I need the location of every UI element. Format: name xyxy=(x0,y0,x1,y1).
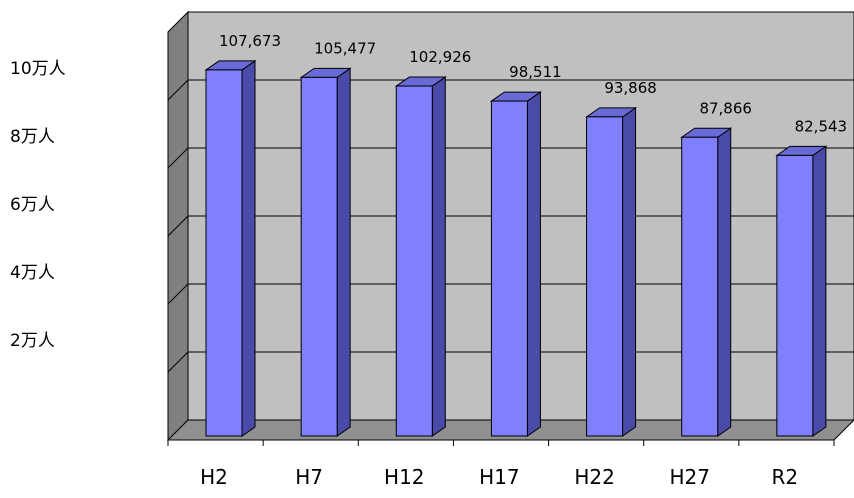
value-label: 102,926 xyxy=(409,48,471,66)
bar xyxy=(680,127,733,437)
bar-side-face xyxy=(526,91,541,437)
bar-front-face xyxy=(205,69,243,437)
bar xyxy=(489,91,543,437)
y-tick-label: 2万人 xyxy=(10,331,55,351)
bar-side-face xyxy=(336,67,351,437)
gridline-side xyxy=(167,351,189,373)
gridline-side xyxy=(167,283,189,305)
value-label: 105,477 xyxy=(314,39,376,57)
bar xyxy=(204,59,257,437)
bar-front-face xyxy=(681,136,719,437)
x-tick-label: H22 xyxy=(574,465,615,489)
y-axis-tick-labels: 2万人 4万人 6万人 8万人 10万人 xyxy=(10,59,66,351)
bar-side-face xyxy=(241,59,256,437)
bars xyxy=(204,59,828,437)
bar-side-face xyxy=(717,127,732,437)
value-label: 87,866 xyxy=(699,99,752,117)
bar-front-face xyxy=(490,100,528,437)
bar-front-face xyxy=(300,76,338,437)
value-label: 82,543 xyxy=(795,117,848,135)
bar-front-face xyxy=(395,85,433,437)
bar xyxy=(775,145,828,437)
value-label: 98,511 xyxy=(509,63,562,81)
x-tick-label: H12 xyxy=(384,465,425,489)
bar xyxy=(584,106,638,437)
x-tick-label: H2 xyxy=(200,465,228,489)
bar xyxy=(394,76,447,437)
gridline-side xyxy=(167,215,189,237)
bar xyxy=(299,67,352,437)
x-tick-label: H17 xyxy=(479,465,520,489)
bar-front-face xyxy=(586,116,624,437)
x-tick-label: H7 xyxy=(295,465,323,489)
value-label: 107,673 xyxy=(219,32,281,50)
y-tick-label: 6万人 xyxy=(10,195,55,215)
x-tick-label: H27 xyxy=(669,465,710,489)
gridline-side xyxy=(167,147,189,169)
y-tick-label: 8万人 xyxy=(10,127,55,147)
bar-side-face xyxy=(431,76,446,437)
x-tick-label: R2 xyxy=(772,465,799,489)
y-tick-label: 4万人 xyxy=(10,263,55,283)
value-label: 93,868 xyxy=(604,79,657,97)
y-tick-label: 10万人 xyxy=(10,59,66,79)
bar-side-face xyxy=(812,145,827,437)
bar-side-face xyxy=(622,106,637,437)
gridline-side xyxy=(167,79,189,101)
value-labels: 107,673 105,477 102,926 98,511 93,868 87,866 8… xyxy=(219,32,847,135)
x-axis-tick-labels: H2 H7 H12 H17 H22 H27 R2 xyxy=(200,465,798,489)
bar-front-face xyxy=(776,154,814,437)
